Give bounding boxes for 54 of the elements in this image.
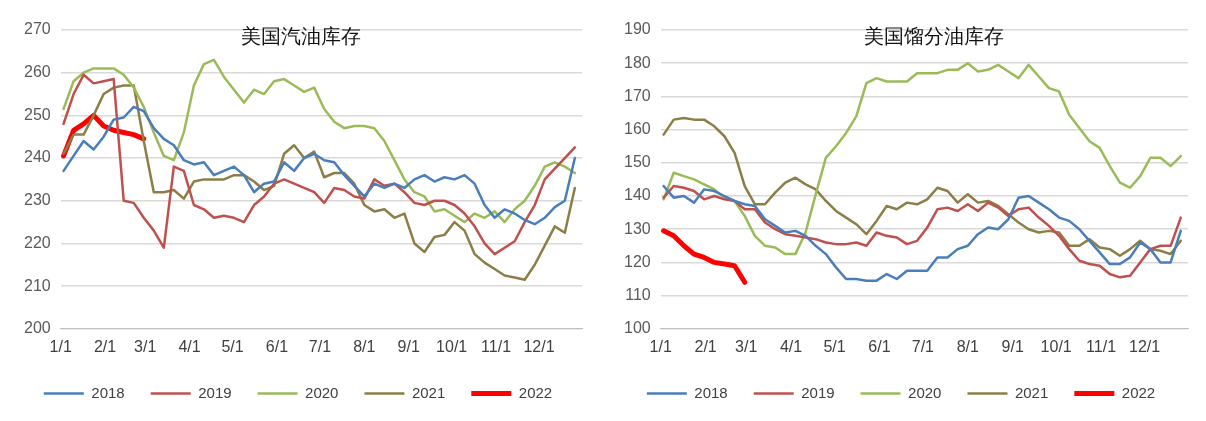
x-tick-label: 3/1 xyxy=(735,337,758,355)
x-tick-label: 5/1 xyxy=(221,337,244,355)
y-tick-label: 270 xyxy=(23,20,51,38)
x-tick-label: 7/1 xyxy=(308,337,332,355)
x-tick-label: 11/1 xyxy=(481,337,512,355)
y-tick-label: 110 xyxy=(625,286,651,304)
legend-label: 2022 xyxy=(518,383,553,401)
y-tick-label: 190 xyxy=(623,20,651,38)
x-tick-label: 1/1 xyxy=(649,337,672,355)
legend-label: 2018 xyxy=(91,383,125,401)
x-tick-label: 9/1 xyxy=(397,337,420,355)
y-tick-label: 120 xyxy=(623,252,651,270)
x-tick-label: 1/1 xyxy=(49,337,72,355)
y-tick-label: 130 xyxy=(623,219,651,237)
x-tick-label: 10/1 xyxy=(436,337,468,355)
x-tick-label: 12/1 xyxy=(1128,337,1161,355)
x-tick-label: 12/1 xyxy=(523,337,555,355)
legend-label: 2020 xyxy=(305,383,339,401)
y-tick-label: 220 xyxy=(23,233,51,251)
x-tick-label: 6/1 xyxy=(265,337,289,355)
chart-title: 美国馏分油库存 xyxy=(864,25,1005,48)
x-tick-label: 7/1 xyxy=(911,337,935,355)
x-tick-label: 8/1 xyxy=(353,337,376,355)
legend-label: 2018 xyxy=(694,383,728,401)
x-tick-label: 5/1 xyxy=(823,337,846,355)
x-tick-label: 9/1 xyxy=(1001,337,1024,355)
x-tick-label: 10/1 xyxy=(1040,337,1072,355)
y-tick-label: 230 xyxy=(23,191,51,209)
y-tick-label: 210 xyxy=(23,276,51,294)
y-tick-label: 160 xyxy=(623,120,651,138)
y-tick-label: 200 xyxy=(23,319,51,337)
legend-label: 2022 xyxy=(1121,383,1156,401)
x-tick-label: 2/1 xyxy=(694,337,717,355)
legend-label: 2021 xyxy=(411,383,446,401)
legend-label: 2020 xyxy=(908,383,942,401)
x-tick-label: 4/1 xyxy=(178,337,201,355)
y-tick-label: 100 xyxy=(623,319,651,337)
y-tick-label: 250 xyxy=(23,105,51,123)
legend-label: 2021 xyxy=(1014,383,1049,401)
legend-label: 2019 xyxy=(198,383,232,401)
y-tick-label: 170 xyxy=(623,86,651,104)
x-tick-label: 2/1 xyxy=(93,337,117,355)
y-tick-label: 180 xyxy=(623,53,651,71)
y-tick-label: 140 xyxy=(623,186,651,204)
x-tick-label: 11/1 xyxy=(1086,337,1117,355)
x-tick-label: 3/1 xyxy=(134,337,157,355)
y-tick-label: 150 xyxy=(623,153,651,171)
legend-label: 2019 xyxy=(801,383,835,401)
x-tick-label: 6/1 xyxy=(868,337,891,355)
x-tick-label: 4/1 xyxy=(779,337,803,355)
chart-title: 美国汽油库存 xyxy=(241,25,362,48)
y-tick-label: 240 xyxy=(23,148,51,166)
x-tick-label: 8/1 xyxy=(956,337,980,355)
y-tick-label: 260 xyxy=(23,63,51,81)
